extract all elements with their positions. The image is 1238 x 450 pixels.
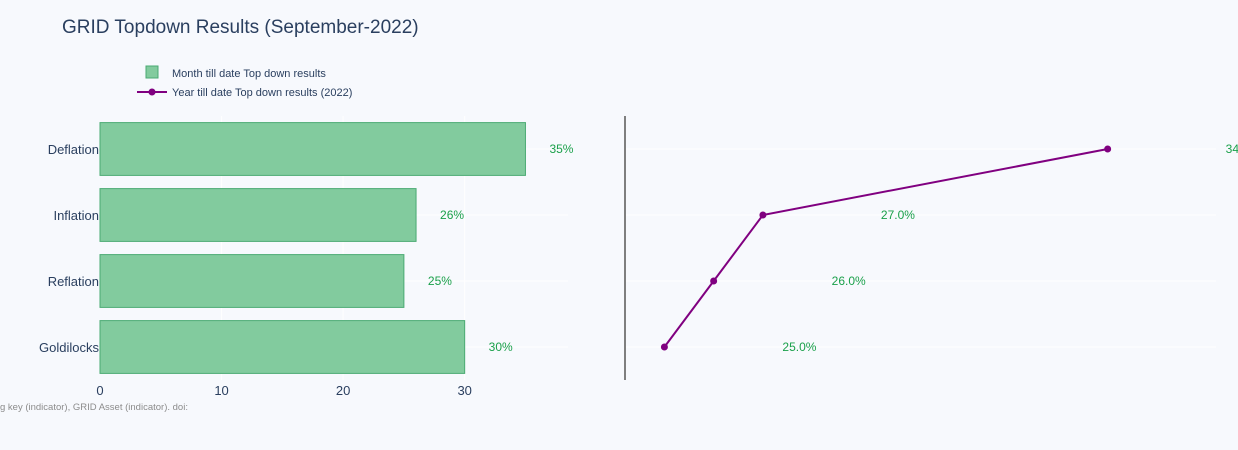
bar-goldilocks — [99, 320, 466, 374]
chart-title: GRID Topdown Results (September-2022) — [62, 17, 419, 38]
ytd-series-line — [663, 148, 1108, 348]
legend-label-mtd: Month till date Top down results — [172, 68, 326, 80]
ytd-value-label: 27.0% — [881, 208, 915, 222]
bar-value-label: 35% — [549, 142, 573, 156]
source-note: g key (indicator), GRID Asset (indicator… — [0, 402, 188, 413]
legend-label-ytd: Year till date Top down results (2022) — [172, 87, 352, 99]
ytd-value-label: 34.0% — [1226, 142, 1238, 156]
ytd-point — [759, 211, 767, 219]
bar-inflation — [99, 188, 417, 242]
ytd-point — [710, 277, 718, 285]
x-tick-label: 0 — [96, 383, 103, 398]
ytd-value-label: 26.0% — [832, 274, 866, 288]
ytd-point — [660, 343, 668, 351]
category-label: Deflation — [48, 142, 99, 157]
category-label: Reflation — [48, 274, 99, 289]
legend-swatch-bar — [145, 65, 159, 79]
x-tick-label: 30 — [457, 383, 471, 398]
x-tick-label: 10 — [214, 383, 228, 398]
category-label: Goldilocks — [39, 340, 99, 355]
legend-swatch-marker — [148, 88, 156, 96]
bar-value-label: 25% — [428, 274, 452, 288]
bar-reflation — [99, 254, 405, 308]
ytd-value-label: 25.0% — [782, 340, 816, 354]
category-label: Inflation — [53, 208, 99, 223]
bar-value-label: 30% — [489, 340, 513, 354]
bar-value-label: 26% — [440, 208, 464, 222]
ytd-point — [1104, 145, 1112, 153]
bar-deflation — [99, 122, 526, 176]
x-tick-label: 20 — [336, 383, 350, 398]
